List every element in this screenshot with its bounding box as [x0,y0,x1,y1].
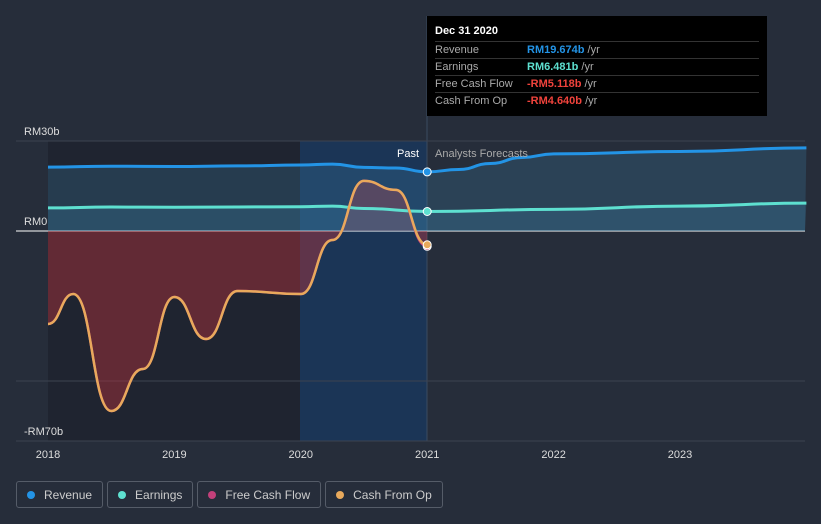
legend-dot-icon [336,490,345,499]
legend: Revenue Earnings Free Cash Flow Cash From O… [16,481,443,508]
tooltip-label: Earnings [435,61,479,73]
legend-item-earnings[interactable]: Earnings [107,481,194,508]
tooltip-label: Free Cash Flow [435,78,513,90]
tooltip-value: RM6.481b [527,61,579,73]
tooltip-unit: /yr [584,78,597,90]
tooltip-unit: /yr [587,44,600,56]
x-tick-label: 2023 [668,449,692,461]
x-tick-label: 2022 [541,449,565,461]
legend-label: Free Cash Flow [225,487,311,502]
x-tick-label: 2021 [415,449,439,461]
x-tick-label: 2018 [36,449,60,461]
y-tick-label: -RM70b [24,426,63,438]
revenue-area [48,147,807,231]
tooltip-row: Free Cash Flow -RM5.118b /yr [435,75,759,92]
revenue-line [47,146,807,174]
legend-dot-icon [27,490,35,499]
tooltip-row: Earnings RM6.481b /yr [435,58,759,75]
tooltip-row: Revenue RM19.674b /yr [435,41,759,58]
legend-item-revenue[interactable]: Revenue [16,481,104,508]
earnings-line [47,201,807,214]
tooltip-value: -RM4.640b [527,95,583,107]
legend-item-cash-from-op[interactable]: Cash From Op [325,481,443,508]
legend-item-free-cash-flow[interactable]: Free Cash Flow [197,481,322,508]
tooltip-unit: /yr [585,95,598,107]
cash-from-op-line [47,179,428,413]
tooltip-row: Cash From Op -RM4.640b /yr [435,92,759,109]
tooltip-value: RM19.674b [527,44,585,56]
tooltip-label: Revenue [435,44,480,56]
tooltip-value: -RM5.118b [527,78,582,90]
legend-label: Cash From Op [353,487,432,502]
past-label: Past [397,148,419,160]
legend-dot-icon [118,490,127,499]
earnings-point [422,207,432,216]
past-highlight-region [300,141,427,441]
tooltip: Dec 31 2020 Revenue RM19.674b /yr Earnings… [427,16,767,116]
y-tick-label: RM30b [24,126,59,138]
cash-flow-area [48,180,428,411]
legend-label: Revenue [44,487,93,502]
earnings-area [48,203,807,231]
legend-dot-icon [208,490,217,499]
tooltip-unit: /yr [581,61,594,73]
x-tick-label: 2019 [162,449,186,461]
cash-from-op-point [422,240,432,250]
legend-label: Earnings [135,487,183,502]
tooltip-date: Dec 31 2020 [435,25,498,37]
y-tick-label: RM0 [24,216,47,228]
forecast-label: Analysts Forecasts [435,148,528,160]
x-tick-label: 2020 [289,449,313,461]
tooltip-label: Cash From Op [435,95,508,107]
revenue-point [422,167,432,177]
